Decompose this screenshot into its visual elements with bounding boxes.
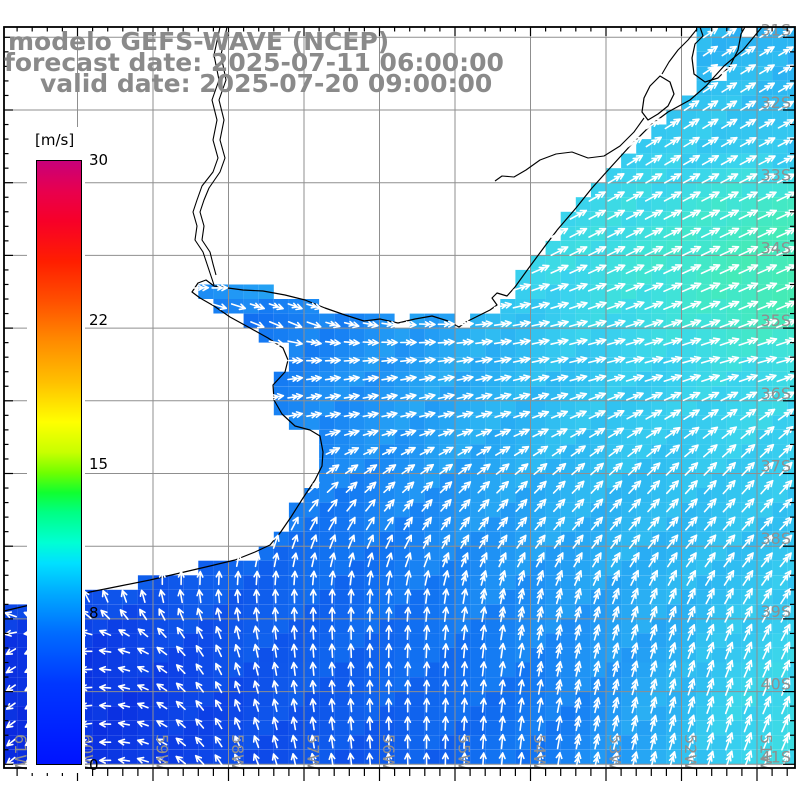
model-title: modelo GEFS-WAVE (NCEP): [8, 27, 390, 56]
valid-date-label: valid date: 2025-07-20 09:00:00: [40, 69, 493, 98]
lat-label: 36S: [760, 384, 791, 403]
lat-label: 33S: [760, 166, 791, 185]
axis-ticks: [4, 27, 795, 781]
lon-label: 59W: [153, 734, 172, 770]
colorbar-tick-label: 22: [89, 311, 109, 329]
lat-label: 35S: [760, 311, 791, 330]
lon-label: 61W: [11, 734, 30, 770]
lon-label: 52W: [681, 734, 700, 770]
colorbar: [m/s] 30 22 15 8 0: [27, 127, 108, 774]
map-frame: [3, 26, 796, 781]
colorbar-tick-label: 0: [89, 756, 99, 774]
lat-label: 40S: [760, 675, 791, 694]
lon-label: 57W: [304, 734, 323, 770]
lon-label: 58W: [228, 734, 247, 770]
colorbar-unit-label: [m/s]: [35, 131, 75, 149]
wind-arrows: [4, 27, 797, 769]
lagoon: [641, 75, 675, 121]
coastline: [691, 26, 746, 83]
river: [192, 26, 221, 286]
colorbar-tick-label: 30: [89, 151, 109, 169]
river: [661, 28, 698, 75]
lat-label: 37S: [760, 457, 791, 476]
lon-label: 55W: [455, 734, 474, 770]
forecast-date-label: forecast date: 2025-07-11 06:00:00: [4, 48, 504, 77]
lon-label: 56W: [379, 734, 398, 770]
colorbar-tick-label: 8: [89, 604, 99, 622]
lat-label: 31S: [760, 20, 791, 39]
lat-label: 38S: [760, 529, 791, 548]
lat-label: 41S: [760, 747, 791, 766]
colorbar-gradient: [36, 160, 82, 765]
lon-label: 53W: [606, 734, 625, 770]
river: [494, 117, 645, 182]
lon-label: 51W: [757, 734, 776, 770]
lon-label: 54W: [530, 734, 549, 770]
graticule: [4, 27, 795, 768]
lat-label: 32S: [760, 93, 791, 112]
lat-label: 34S: [760, 238, 791, 257]
lat-label: 39S: [760, 602, 791, 621]
river: [199, 26, 228, 276]
colorbar-tick-label: 15: [89, 455, 109, 473]
